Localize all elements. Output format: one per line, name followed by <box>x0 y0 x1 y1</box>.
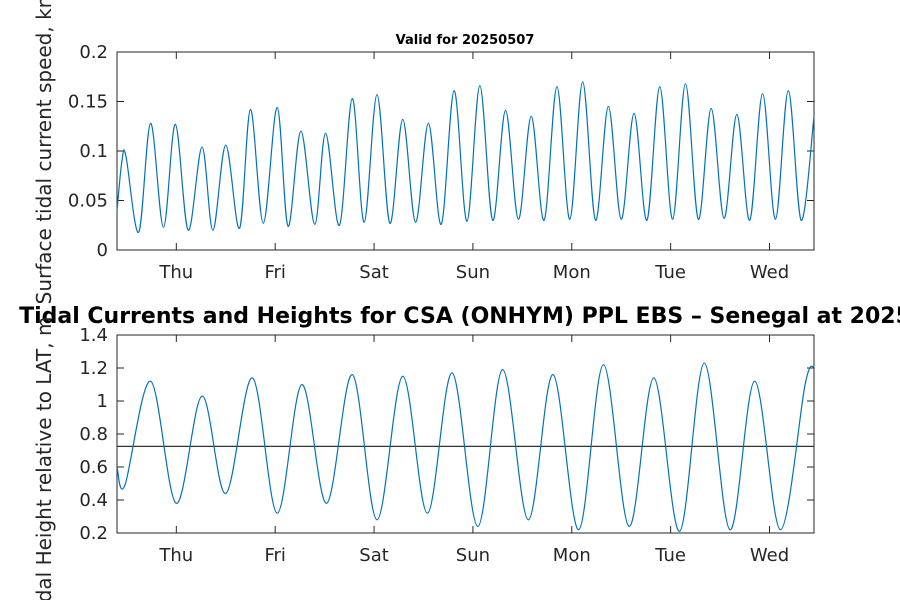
y-axis-label: Surface tidal current speed, kn <box>32 0 56 304</box>
y-tick-label: 0.15 <box>68 92 108 113</box>
x-tick-label: Thu <box>158 545 193 566</box>
x-tick-label: Tue <box>654 545 686 566</box>
x-tick-label: Sun <box>456 545 490 566</box>
y-tick-label: 0.6 <box>79 457 108 478</box>
x-tick-label: Tue <box>654 262 686 283</box>
x-tick-label: Sun <box>456 262 490 283</box>
chart-title: Valid for 20250507 <box>396 33 535 48</box>
y-tick-label: 0 <box>97 240 108 261</box>
series-line <box>116 81 815 233</box>
y-tick-label: 0.4 <box>79 490 108 511</box>
x-tick-label: Sat <box>359 262 389 283</box>
x-tick-label: Fri <box>264 262 285 283</box>
tidal-height-chart: Tidal Currents and Heights for CSA (ONHY… <box>19 304 900 600</box>
y-tick-label: 0.1 <box>79 141 108 162</box>
series-line <box>116 362 815 532</box>
y-tick-label: 0.05 <box>68 191 108 212</box>
y-tick-label: 1 <box>97 391 108 412</box>
current-speed-chart: Valid for 20250507 Surface tidal current… <box>32 0 815 304</box>
y-tick-label: 0.8 <box>79 424 108 445</box>
x-tick-label: Thu <box>158 262 193 283</box>
x-tick-label: Wed <box>750 262 789 283</box>
x-tick-label: Mon <box>553 262 591 283</box>
chart-title: Tidal Currents and Heights for CSA (ONHY… <box>19 304 900 329</box>
x-tick-label: Wed <box>750 545 789 566</box>
y-tick-label: 0.2 <box>79 42 108 63</box>
x-tick-label: Sat <box>359 545 389 566</box>
y-tick-label: 1.4 <box>79 325 108 346</box>
axes-frame <box>116 51 815 251</box>
y-tick-label: 1.2 <box>79 358 108 379</box>
axes-frame <box>116 334 815 534</box>
x-tick-label: Mon <box>553 545 591 566</box>
y-tick-label: 0.2 <box>79 523 108 544</box>
y-axis-label: Tidal Height relative to LAT, m <box>32 317 56 600</box>
x-tick-label: Fri <box>264 545 285 566</box>
